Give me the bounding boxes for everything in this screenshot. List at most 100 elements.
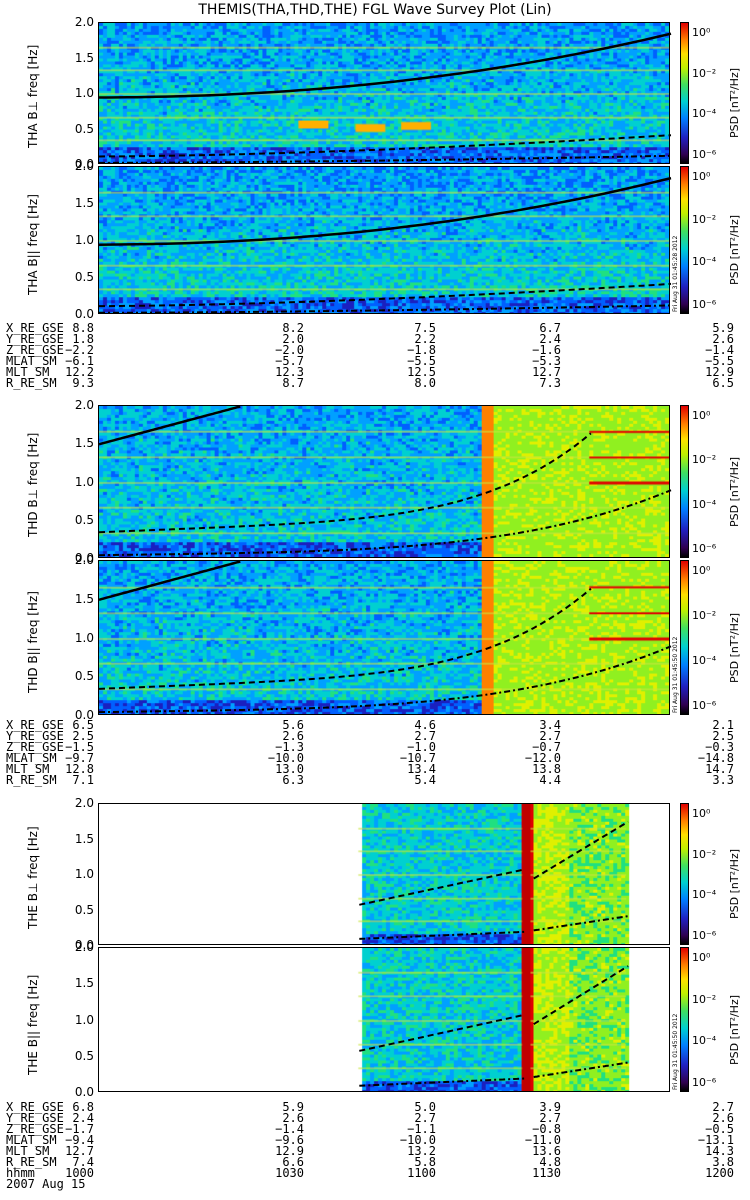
- spectrogram-the-bperp: [98, 803, 670, 945]
- ephemeris-value: −12.0: [524, 751, 561, 765]
- ephemeris-label: Y_RE_GSE: [6, 729, 64, 743]
- half-fce-curve: [98, 432, 592, 534]
- ephemeris-label: MLT_SM: [6, 1144, 50, 1158]
- ephemeris-row: MLT_SM 12.2 12.3 12.5 12.7 12.9: [6, 365, 746, 379]
- low-freq-curve: [533, 1061, 629, 1079]
- ephemeris-value: 2.7: [539, 1111, 561, 1125]
- y-tick-label: 0.5: [74, 902, 94, 917]
- low-freq-curve: [359, 1077, 526, 1087]
- ephemeris-value: −5.3: [532, 354, 561, 368]
- ephemeris-label: Z_RE_GSE: [6, 740, 64, 754]
- ephemeris-value: −2.2: [65, 343, 94, 357]
- frequency-curves: [98, 560, 672, 714]
- half-fce-curve: [98, 134, 672, 158]
- ephemeris-row: MLAT_SM −9.4 −9.6 −10.0 −11.0 −13.1: [6, 1133, 746, 1147]
- ephemeris-value: 1.8: [72, 332, 94, 346]
- colorbar-tick-label: 10⁻⁶: [692, 699, 717, 712]
- ephemeris-value: −1.4: [705, 343, 734, 357]
- ephemeris-row: Z_RE_GSE −1.5 −1.3 −1.0 −0.7 −0.3: [6, 740, 746, 754]
- ephemeris-value: 3.8: [712, 1155, 734, 1169]
- ephemeris-value: 2.1: [712, 718, 734, 732]
- y-tick-label: 0.0: [74, 938, 94, 952]
- spectrogram-tha-bperp: [98, 22, 672, 164]
- frequency-curves: [359, 820, 629, 940]
- ephemeris-value: −10.7: [399, 751, 436, 765]
- colorbar-tick-label: 10⁻⁴: [692, 654, 717, 667]
- plot-title: THEMIS(THA,THD,THE) FGL Wave Survey Plot…: [198, 2, 552, 18]
- y-tick-label: 1.0: [74, 233, 94, 247]
- ephemeris-value: −9.4: [65, 1133, 94, 1147]
- ephemeris-value: 8.8: [72, 321, 94, 335]
- ephemeris-value: 2.7: [539, 729, 561, 743]
- y-tick-label: 1.5: [74, 196, 94, 210]
- y-tick-label: 1.5: [74, 50, 94, 65]
- colorbar-tick-label: 10⁻²: [692, 992, 717, 1006]
- ephemeris-value: −10.0: [399, 1133, 436, 1147]
- ephemeris-row: 2007 Aug 15: [6, 1178, 746, 1190]
- ephemeris-value: −13.1: [697, 1133, 734, 1147]
- ephemeris-value: 6.3: [282, 773, 304, 787]
- colorbar-tick-label: 10⁻⁶: [692, 1076, 717, 1089]
- ephemeris-value: −0.5: [705, 1122, 734, 1136]
- colorbar: [680, 560, 689, 715]
- timestamp-stamp: Fri Aug 31 01:45:28 2012: [672, 235, 679, 312]
- ephemeris-value: 2.7: [414, 729, 436, 743]
- ephemeris-value: 12.5: [407, 365, 436, 379]
- half-fce-curve: [359, 868, 526, 906]
- ephemeris-row: R_RE_SM 9.3 8.7 8.0 7.3 6.5: [6, 376, 746, 390]
- ephemeris-value: −5.5: [705, 354, 734, 368]
- ephemeris-value: 5.8: [414, 1155, 436, 1169]
- low-freq-curve: [359, 930, 526, 940]
- colorbar: [680, 166, 689, 314]
- ephemeris-value: 6.6: [282, 1155, 304, 1169]
- ephemeris-label: Z_RE_GSE: [6, 1122, 64, 1136]
- ephemeris-value: 2.0: [282, 332, 304, 346]
- panel-label-tha-bpar: THA B|| freq [Hz]: [26, 194, 40, 295]
- colorbar: [680, 947, 689, 1092]
- ephemeris-value: 1200: [705, 1166, 734, 1180]
- y-tick-label: 1.5: [74, 976, 94, 991]
- y-tick-label: 0.0: [74, 157, 94, 171]
- panel-label-the-bpar: THE B|| freq [Hz]: [26, 974, 40, 1075]
- ephemeris-value: 2.6: [282, 1111, 304, 1125]
- y-tick-label: 1.0: [74, 474, 94, 489]
- ephemeris-value: −1.3: [275, 740, 304, 754]
- ephemeris-row: MLAT_SM −6.1 −5.7 −5.5 −5.3 −5.5: [6, 354, 746, 368]
- ephemeris-value: 1000: [65, 1166, 94, 1180]
- ephemeris-label: R_RE_SM: [6, 376, 57, 390]
- low-freq-curve: [98, 645, 672, 714]
- ephemeris-value: −9.6: [275, 1133, 304, 1147]
- ephemeris-value: −1.4: [275, 1122, 304, 1136]
- ephemeris-value: 7.4: [72, 1155, 94, 1169]
- ephemeris-row: MLT_SM 12.8 13.0 13.4 13.8 14.7: [6, 762, 746, 776]
- ephemeris-row: hhmm 1000 1030 1100 1130 1200: [6, 1166, 746, 1180]
- colorbar-tick-label: 10⁰: [692, 26, 711, 39]
- frequency-curves: [98, 176, 672, 314]
- ephemeris-value: −0.7: [532, 740, 561, 754]
- ephemeris-value: 4.4: [539, 773, 561, 787]
- ephemeris-value: 2.6: [282, 729, 304, 743]
- ephemeris-row: X_RE_GSE 8.8 8.2 7.5 6.7 5.9: [6, 321, 746, 335]
- ephemeris-value: −1.8: [407, 343, 436, 357]
- ephemeris-value: 12.3: [275, 365, 304, 379]
- colorbar-tick-label: 10⁰: [692, 564, 711, 577]
- ephemeris-value: 1030: [275, 1166, 304, 1180]
- ephemeris-block-2: X_RE_GSE 6.5 5.6 4.6 3.4 2.1 Y_RE_GSE 2.5 2.6 2.7…: [6, 718, 746, 787]
- ephemeris-value: 2.4: [539, 332, 561, 346]
- ephemeris-value: −1.5: [65, 740, 94, 754]
- colorbar-tick-label: 10⁻²: [692, 847, 717, 861]
- ephemeris-value: −11.0: [524, 1133, 561, 1147]
- ephemeris-label: MLT_SM: [6, 762, 50, 776]
- spectrogram-image: [99, 804, 669, 944]
- colorbar-tick-label: 10⁰: [692, 170, 711, 183]
- ephemeris-value: 2.5: [72, 729, 94, 743]
- colorbar-tick-label: 10⁻⁴: [692, 255, 717, 269]
- ephemeris-value: 5.0: [414, 1100, 436, 1114]
- low-freq-curve: [99, 304, 672, 314]
- ephemeris-row: Y_RE_GSE 2.5 2.6 2.7 2.7 2.5: [6, 729, 746, 743]
- colorbar: [680, 803, 689, 945]
- y-tick-label: 2.0: [74, 15, 94, 29]
- ephemeris-value: 3.3: [712, 773, 734, 787]
- fce-curve: [98, 560, 241, 602]
- colorbar-tick-label: 10⁰: [692, 409, 711, 422]
